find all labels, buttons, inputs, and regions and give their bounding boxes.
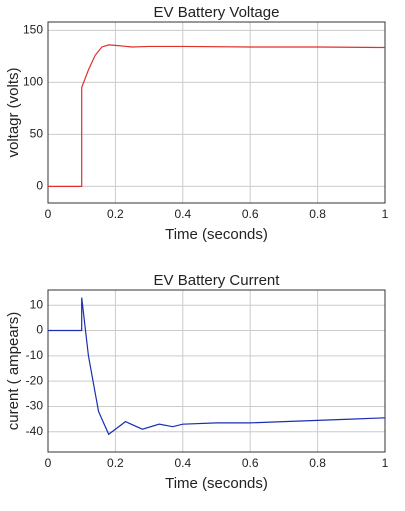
data-line	[48, 297, 386, 436]
y-axis-label: voltagr (volts)	[5, 67, 22, 157]
x-tick-label: 0	[45, 207, 52, 221]
x-tick-label: 0	[45, 456, 52, 470]
plot-area	[47, 21, 386, 204]
y-tick-label: -40	[26, 424, 44, 438]
y-tick-label: 0	[36, 179, 43, 193]
y-tick-label: 150	[23, 22, 43, 36]
y-tick-label: 0	[36, 323, 43, 337]
x-tick-label: 0.8	[309, 207, 326, 221]
y-tick-label: -30	[26, 399, 44, 413]
data-line	[48, 44, 386, 187]
x-tick-label: 0.6	[242, 456, 259, 470]
y-axis-label: curent ( ampears)	[5, 312, 22, 430]
x-tick-label: 0.4	[174, 456, 191, 470]
x-axis-label: Time (seconds)	[165, 226, 268, 243]
x-tick-label: 0.4	[174, 207, 191, 221]
x-tick-label: 1	[382, 207, 389, 221]
x-tick-label: 1	[382, 456, 389, 470]
x-tick-label: 0.2	[107, 456, 124, 470]
chart-title: EV Battery Voltage	[154, 4, 280, 21]
x-tick-label: 0.2	[107, 207, 124, 221]
x-tick-label: 0.6	[242, 207, 259, 221]
x-tick-label: 0.8	[309, 456, 326, 470]
y-tick-label: -10	[26, 348, 44, 362]
chart-title: EV Battery Current	[154, 272, 281, 289]
y-tick-label: -20	[26, 373, 44, 387]
axes-frame	[47, 21, 386, 204]
axes-frame	[47, 289, 386, 453]
y-tick-label: 50	[30, 127, 44, 141]
y-tick-label: 100	[23, 75, 43, 89]
plot-area	[47, 289, 386, 453]
x-axis-label: Time (seconds)	[165, 475, 268, 492]
y-tick-label: 10	[30, 297, 44, 311]
